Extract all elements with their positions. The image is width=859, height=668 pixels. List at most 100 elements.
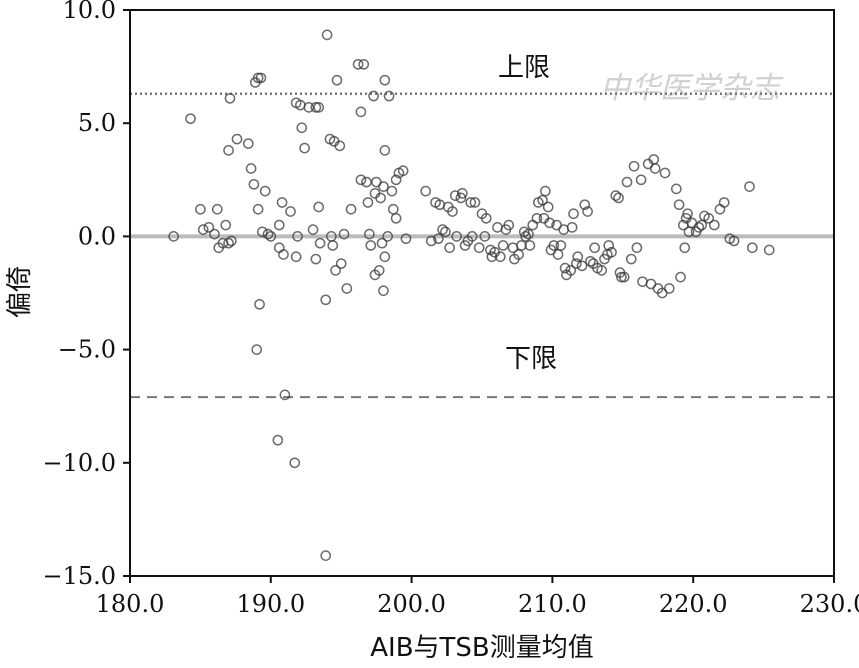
data-point [276,197,288,208]
data-point [565,265,577,276]
data-point [589,242,600,254]
data-point [596,265,608,276]
data-point [397,165,409,177]
data-point [272,434,284,446]
data-point [516,240,527,251]
x-tick-label: 190.0 [236,590,305,618]
x-axis-title: AIB与TSB测量均值 [370,633,594,663]
data-point [310,102,322,113]
data-point [321,29,333,41]
lower-limit-label: 下限 [505,344,557,374]
data-point [292,231,303,242]
data-point [382,231,394,242]
data-point [259,185,271,197]
data-point [195,203,206,215]
data-point [585,255,596,267]
data-point [313,201,325,213]
data-point [390,212,402,224]
data-point [693,221,705,233]
data-point [310,253,322,265]
data-point [224,92,236,104]
y-tick-label: −15.0 [42,562,116,590]
data-point [307,224,319,235]
data-point [252,203,264,215]
data-point [252,72,264,84]
data-point [570,258,582,269]
data-point [379,145,391,156]
plot-frame [129,9,835,577]
data-point [330,265,341,276]
data-point [375,192,386,204]
data-point [542,201,554,213]
data-point [383,90,395,102]
data-point [524,240,536,251]
data-point [327,240,339,251]
data-point [568,208,579,220]
data-point [576,260,588,272]
data-point [625,253,637,265]
data-point [566,221,578,233]
y-tick-label: 10.0 [63,0,116,24]
data-point [635,174,647,186]
data-point [763,244,775,256]
x-tick-label: 210.0 [518,590,587,618]
data-point [368,90,379,102]
data-point [469,197,481,208]
data-point [296,122,308,134]
data-point [449,190,461,201]
y-tick-label: −10.0 [42,449,116,477]
data-point [223,145,234,156]
y-tick-label: 0.0 [78,222,116,250]
data-point [331,74,343,86]
data-point [203,221,215,233]
data-point [552,249,564,260]
data-point [242,138,254,149]
data-point [387,203,399,215]
data-point [185,113,196,125]
x-tick-label: 180.0 [96,590,165,618]
data-point [335,258,347,269]
data-point [379,74,391,86]
data-point [168,231,179,242]
data-point [365,240,377,251]
data-point [378,285,389,297]
data-point [523,228,534,240]
data-point [703,212,715,224]
data-point [746,242,758,254]
data-point [455,192,467,204]
data-point [618,271,630,283]
data-point [355,174,367,186]
data-point [279,389,291,401]
data-point [559,262,571,274]
data-point [497,240,509,251]
watermark-text: 中华医学杂志 [600,71,784,106]
data-point [338,228,350,240]
data-point [679,242,691,254]
data-point [358,58,370,70]
y-axis-title: 偏倚 [5,266,35,318]
data-point [378,181,389,192]
data-point [320,294,332,306]
data-point [373,265,385,276]
data-point [231,133,243,145]
data-point [494,251,506,263]
data-point [456,188,468,199]
data-point [257,226,268,238]
data-point [503,219,515,231]
data-point [255,72,267,84]
data-point [466,231,478,242]
x-axis: 180.0 190.0 200.0 210.0 220.0 230.0 [96,576,859,618]
data-point [659,167,671,179]
data-point [320,550,332,561]
data-point [245,163,257,174]
data-point [220,219,232,231]
data-point [299,142,310,154]
data-point [390,174,402,186]
data-point [425,235,437,247]
data-point [663,283,675,294]
data-point [649,163,661,174]
data-point [290,251,302,263]
data-point [223,237,234,249]
data-point [631,242,643,254]
